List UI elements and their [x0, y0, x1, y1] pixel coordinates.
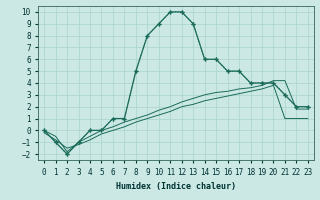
X-axis label: Humidex (Indice chaleur): Humidex (Indice chaleur) — [116, 182, 236, 191]
